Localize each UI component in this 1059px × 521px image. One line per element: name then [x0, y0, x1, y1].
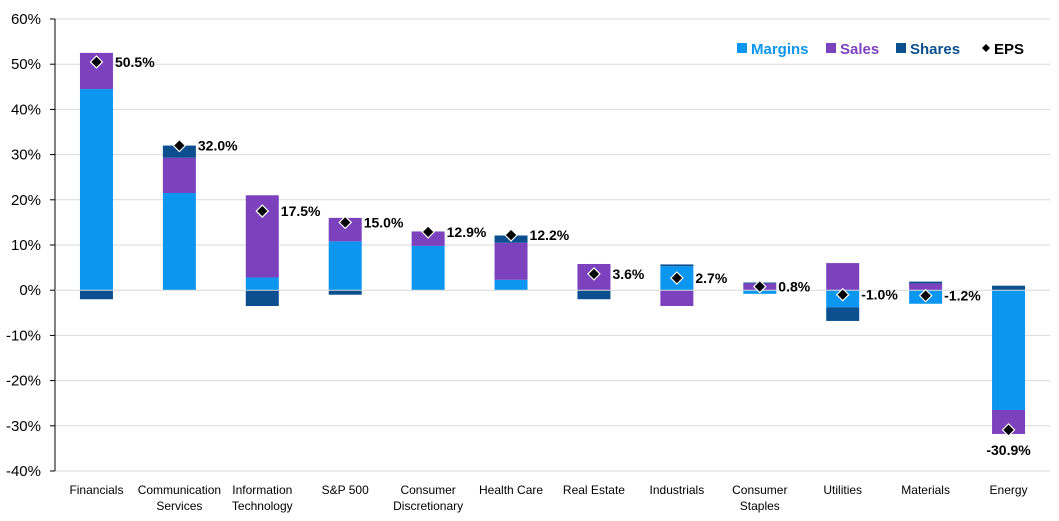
bar-segment-shares [245, 290, 279, 307]
category-label: Energy [990, 483, 1028, 497]
bar-segment-sales [328, 217, 362, 242]
y-tick-label: -30% [6, 418, 41, 435]
eps-marker [587, 267, 601, 281]
eps-value-label: 3.6% [612, 266, 644, 282]
legend-swatch-shares [896, 43, 906, 53]
bar-segment-shares [992, 285, 1026, 291]
eps-marker [89, 55, 104, 69]
category-label: Services [156, 499, 202, 513]
y-axis-tick-labels: 60% 50% 40% 30% 20% 10% 0% -10% -20% -30% -40% [6, 11, 41, 480]
y-tick-label: 10% [11, 237, 41, 254]
eps-value-label: -1.0% [861, 287, 898, 303]
bar-segment-sales [909, 283, 943, 291]
eps-markers [89, 55, 1016, 437]
legend-label-shares: Shares [910, 41, 960, 58]
category-label: Industrials [650, 483, 705, 497]
bar-segment-shares [826, 307, 860, 321]
eps-value-label: 2.7% [695, 270, 727, 286]
category-label: Technology [232, 499, 293, 513]
bar-segment-margins [245, 277, 279, 291]
category-label: Consumer [400, 483, 455, 497]
eps-marker [338, 215, 353, 230]
category-label: S&P 500 [322, 483, 369, 497]
eps-marker [1001, 423, 1016, 437]
eps-marker [670, 271, 684, 285]
bar-segment-margins [992, 290, 1026, 410]
bar-segment-margins [79, 89, 113, 291]
legend: Margins Sales Shares EPS [737, 41, 1024, 58]
y-tick-label: 40% [11, 101, 41, 118]
eps-marker [421, 225, 435, 239]
bar-segment-margins [162, 193, 196, 291]
bar-segment-sales [826, 263, 860, 291]
category-label: Utilities [823, 483, 862, 497]
eps-value-label: -1.2% [944, 288, 981, 304]
y-tick-label: 60% [11, 11, 41, 28]
bar-segment-shares [909, 281, 943, 284]
eps-marker [835, 287, 850, 302]
eps-marker [255, 204, 270, 218]
legend-swatch-sales [826, 43, 836, 53]
category-label: Communication [138, 483, 221, 497]
bar-segment-shares [328, 290, 362, 295]
y-tick-label: -10% [6, 327, 41, 344]
legend-label-margins: Margins [751, 41, 809, 58]
bar-segment-margins [328, 241, 362, 291]
eps-value-label: -30.9% [986, 442, 1031, 458]
axes [50, 18, 1050, 472]
category-label: Consumer [732, 483, 787, 497]
eps-marker [918, 288, 933, 303]
category-label: Health Care [479, 483, 543, 497]
bar-segment-margins [411, 245, 445, 291]
eps-value-label: 32.0% [198, 138, 238, 154]
category-label: Information [232, 483, 292, 497]
eps-value-label: 17.5% [281, 203, 321, 219]
category-label: Staples [740, 499, 780, 513]
category-label: Materials [901, 483, 950, 497]
bar-segment-margins [494, 279, 528, 291]
bar-segment-sales [660, 290, 694, 307]
category-labels: Financials Communication Services Informati… [69, 483, 1027, 513]
legend-swatch-margins [737, 43, 747, 53]
eps-value-label: 50.5% [115, 54, 155, 70]
bar-segment-sales [162, 157, 196, 194]
stacked-bars [79, 52, 1026, 434]
bar-segment-shares [577, 290, 611, 300]
y-tick-label: 50% [11, 56, 41, 73]
y-tick-label: -20% [6, 373, 41, 390]
legend-label-eps: EPS [994, 41, 1024, 58]
bar-segment-shares [79, 290, 113, 300]
bar-segment-sales [992, 409, 1026, 434]
y-tick-label: 30% [11, 147, 41, 164]
category-label: Real Estate [563, 483, 625, 497]
y-tick-label: 0% [19, 282, 41, 299]
bar-segment-shares [660, 264, 694, 267]
eps-data-labels: 50.5% 32.0% 17.5% 15.0% 12.9% 12.2% 3.6% 2.7% 0.… [115, 54, 1031, 458]
gridlines [55, 18, 1050, 472]
eps-marker [172, 138, 187, 153]
legend-label-sales: Sales [840, 41, 879, 58]
legend-marker-eps [982, 44, 990, 52]
eps-marker [752, 279, 767, 294]
category-label: Financials [69, 483, 123, 497]
eps-value-label: 12.2% [530, 227, 570, 243]
category-label: Discretionary [393, 499, 463, 513]
bar-segment-sales [494, 242, 528, 280]
eps-marker [504, 228, 518, 242]
y-tick-label: -40% [6, 463, 41, 480]
eps-value-label: 15.0% [364, 214, 404, 230]
eps-value-label: 0.8% [778, 279, 810, 295]
eps-value-label: 12.9% [447, 224, 487, 240]
y-tick-label: 20% [11, 192, 41, 209]
